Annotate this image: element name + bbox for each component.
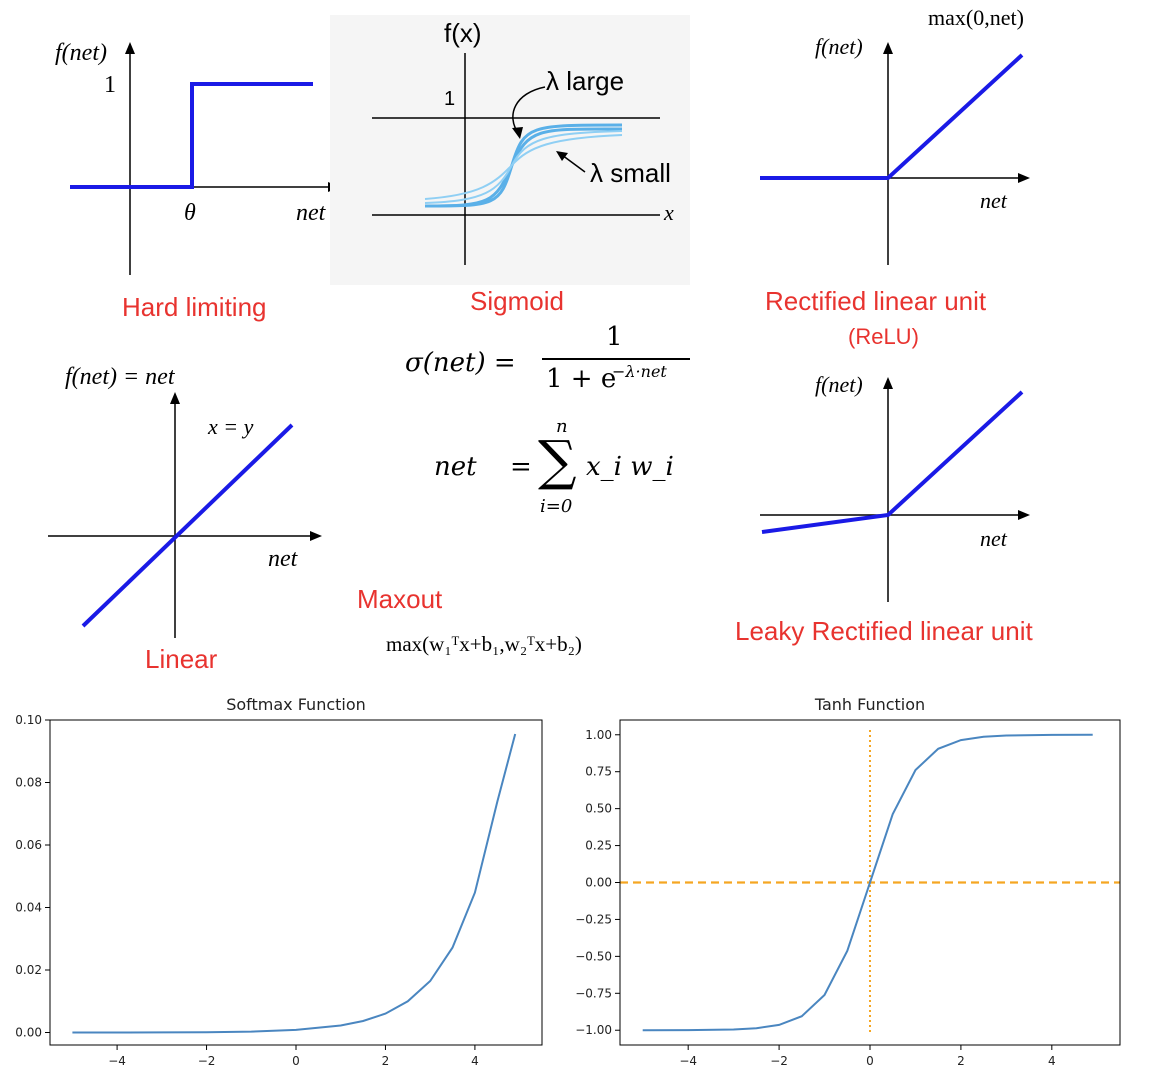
net-formula-top: n xyxy=(556,416,568,437)
relu-caption: Rectified linear unit xyxy=(765,286,987,316)
fraction-bar xyxy=(542,358,690,360)
linear-caption: Linear xyxy=(145,644,218,674)
x-tick-label: 4 xyxy=(1048,1054,1056,1068)
y-tick-label: 0.25 xyxy=(585,839,612,853)
y-tick-label: 0.08 xyxy=(15,776,42,790)
leaky-relu-curve xyxy=(761,390,1024,534)
linear-xlabel: net xyxy=(268,546,298,572)
net-formula-lhs: net xyxy=(434,452,477,482)
sigmoid-formula-denominator: 1 + e xyxy=(546,364,617,394)
net-formula-equals: = xyxy=(510,452,532,482)
y-tick-label: 0.75 xyxy=(585,765,612,779)
sigmoid-lambda-large: λ large xyxy=(546,66,625,96)
sigmoid-x-label: x xyxy=(664,200,674,225)
y-tick-label: 0.06 xyxy=(15,838,42,852)
hard-limiting-theta: θ xyxy=(184,200,196,226)
y-tick-label: −0.50 xyxy=(575,949,612,963)
y-tick-label: 1.00 xyxy=(585,728,612,742)
leaky-relu-ylabel: f(net) xyxy=(815,372,863,397)
y-tick-label: 0.00 xyxy=(15,1026,42,1040)
hard-limiting-caption: Hard limiting xyxy=(122,292,267,322)
sigmoid-caption: Sigmoid xyxy=(470,286,564,316)
hard-limiting-ylabel: f(net) xyxy=(55,40,107,66)
softmax-chart: Softmax Function −4 −2 0 2 4 0.00 0.02 0.04 0.06 0… xyxy=(15,695,543,1068)
sigmoid-formula-exponent: −λ·net xyxy=(612,362,667,381)
y-tick-label: 0.00 xyxy=(585,876,612,890)
leaky-relu-caption: Leaky Rectified linear unit xyxy=(735,616,1033,646)
leaky-relu-xlabel: net xyxy=(980,526,1007,551)
relu-caption-abbr: (ReLU) xyxy=(848,324,919,349)
y-tick-label: 0.02 xyxy=(15,963,42,977)
sigmoid-one: 1 xyxy=(444,88,456,110)
x-tick-label: −2 xyxy=(770,1054,788,1068)
series-line xyxy=(642,733,1093,1032)
linear-curve xyxy=(81,423,294,628)
y-tick-label: −0.75 xyxy=(575,986,612,1000)
sigmoid-ylabel: f(x) xyxy=(444,18,482,48)
y-tick-label: −1.00 xyxy=(575,1023,612,1037)
y-tick-label: 0.10 xyxy=(15,713,42,727)
tanh-chart: Tanh Function −4 −2 0 2 4 −1.00 −0.75 −0.50 −0.25… xyxy=(575,695,1121,1068)
maxout-formula: max(w₁ᵀx+b₁,w₂ᵀx+b₂) xyxy=(386,632,582,656)
y-tick-label: 0.04 xyxy=(15,901,42,915)
chart-title: Softmax Function xyxy=(226,695,366,714)
sigmoid-formula-lhs: σ(net) = xyxy=(405,348,516,378)
relu-xlabel: net xyxy=(980,188,1007,213)
sigmoid-graph xyxy=(330,15,690,285)
chart-title: Tanh Function xyxy=(814,695,925,714)
hard-limiting-curve xyxy=(70,82,313,189)
relu-curve xyxy=(760,53,1024,180)
linear-ylabel: f(net) = net xyxy=(65,364,175,390)
leaky-relu-graph xyxy=(760,377,1030,602)
relu-ylabel: f(net) xyxy=(815,34,863,59)
x-tick-label: −4 xyxy=(108,1054,126,1068)
relu-graph xyxy=(760,42,1030,265)
hard-limiting-one: 1 xyxy=(104,72,116,98)
x-tick-label: 0 xyxy=(866,1054,874,1068)
series-line xyxy=(72,733,517,1034)
x-tick-label: −4 xyxy=(679,1054,697,1068)
x-tick-label: 0 xyxy=(292,1054,300,1068)
hard-limiting-graph xyxy=(70,42,340,275)
hard-limiting-xlabel: net xyxy=(296,200,326,226)
net-formula-sigma: ∑ xyxy=(538,429,577,492)
linear-xy-label: x = y xyxy=(208,414,254,439)
x-tick-label: −2 xyxy=(198,1054,216,1068)
relu-max-label: max(0,net) xyxy=(928,5,1024,30)
x-tick-label: 4 xyxy=(471,1054,479,1068)
net-formula-rhs: x_i w_i xyxy=(586,452,674,482)
x-tick-label: 2 xyxy=(957,1054,965,1068)
x-tick-label: 2 xyxy=(382,1054,390,1068)
y-tick-label: 0.50 xyxy=(585,802,612,816)
sigmoid-lambda-small: λ small xyxy=(590,158,671,188)
sigmoid-formula-numerator: 1 xyxy=(606,322,623,352)
y-tick-label: −0.25 xyxy=(575,912,612,926)
net-formula-bottom: i=0 xyxy=(540,496,573,517)
linear-graph xyxy=(48,392,322,638)
maxout-caption: Maxout xyxy=(357,584,443,614)
plot-frame xyxy=(49,719,543,1046)
